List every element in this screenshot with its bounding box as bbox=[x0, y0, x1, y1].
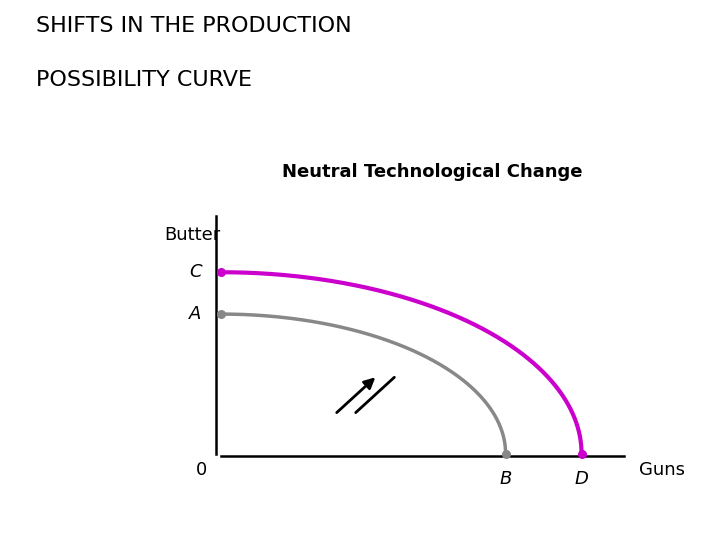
Point bbox=[215, 310, 227, 319]
Text: B: B bbox=[500, 470, 512, 488]
Text: SHIFTS IN THE PRODUCTION: SHIFTS IN THE PRODUCTION bbox=[36, 16, 351, 36]
Text: D: D bbox=[575, 470, 588, 488]
Text: Butter: Butter bbox=[164, 226, 221, 244]
Text: POSSIBILITY CURVE: POSSIBILITY CURVE bbox=[36, 70, 252, 90]
Text: Neutral Technological Change: Neutral Technological Change bbox=[282, 163, 582, 181]
Text: A: A bbox=[189, 305, 202, 323]
Point bbox=[215, 268, 227, 276]
Text: 0: 0 bbox=[196, 461, 207, 479]
Point bbox=[576, 449, 588, 458]
Point bbox=[500, 449, 511, 458]
Text: Guns: Guns bbox=[639, 461, 685, 479]
Text: C: C bbox=[189, 263, 202, 281]
